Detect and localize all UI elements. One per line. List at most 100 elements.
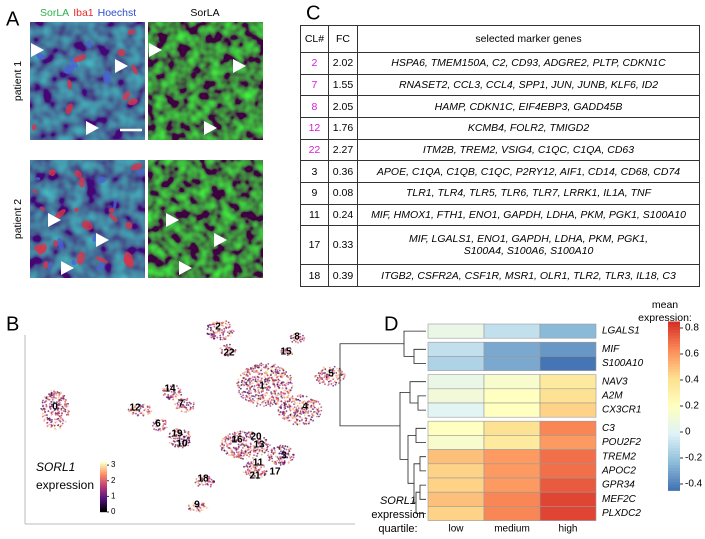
umap-cell [223, 329, 226, 332]
umap-cell [181, 442, 184, 445]
umap-cell [243, 377, 246, 379]
umap-cell [176, 405, 179, 408]
fc-cell: 0.36 [327, 160, 359, 183]
cell [69, 57, 79, 69]
umap-cell [279, 464, 282, 466]
umap-cell [242, 383, 244, 386]
panel-label: B [6, 313, 19, 335]
umap-cell [61, 396, 64, 399]
colorbar-tick-label: 0.4 [685, 375, 699, 386]
cell [100, 261, 105, 270]
umap-cell [257, 468, 260, 471]
umap-cell [212, 322, 215, 325]
umap-cell [224, 320, 226, 323]
umap-cell [55, 420, 58, 423]
umap-cell [175, 393, 178, 396]
genes-cell: HSPA6, TMEM150A, C2, CD93, ADGRE2, PLTP,… [357, 52, 700, 75]
umap-cell [255, 444, 258, 447]
umap-cell [260, 364, 263, 367]
umap-cell [221, 338, 224, 341]
umap-cell [44, 400, 47, 403]
umap-cell [224, 326, 227, 329]
umap-cell [220, 322, 223, 324]
umap-cell [269, 454, 272, 457]
umap-cell [206, 332, 209, 335]
umap-cell [55, 405, 58, 408]
umap-cell [316, 415, 318, 418]
umap-cell [255, 395, 258, 398]
umap-cell [242, 436, 244, 439]
cluster-label: 3 [281, 451, 287, 462]
umap-cell [279, 411, 282, 414]
umap-cell [337, 373, 340, 376]
umap-cell [248, 385, 251, 388]
umap-cell [289, 379, 292, 381]
umap-cell [307, 410, 310, 413]
umap-cell [260, 394, 263, 397]
umap-cell [239, 393, 242, 396]
cell [108, 208, 115, 213]
umap-cell [67, 413, 69, 415]
colorbar-step [668, 473, 680, 477]
umap-cell [321, 381, 324, 384]
umap-cell [61, 418, 64, 421]
umap-cell [293, 400, 296, 402]
genes-cell: KCMB4, FOLR2, TMIGD2 [357, 116, 700, 140]
umap-cell [239, 387, 242, 390]
umap-cell [334, 383, 337, 386]
umap-cell [251, 398, 254, 400]
umap-cell [260, 466, 263, 469]
arrowhead [149, 43, 162, 57]
umap-cell [51, 396, 53, 399]
umap-cell [192, 403, 195, 406]
umap-cell [195, 505, 198, 508]
umap-cell [176, 440, 178, 442]
umap-cell [266, 448, 268, 451]
umap-cell [208, 475, 211, 478]
umap-cell [242, 450, 245, 453]
umap-cell [281, 375, 284, 378]
umap-cell [192, 405, 194, 408]
umap-cell [255, 476, 258, 479]
umap-cell [270, 392, 273, 395]
umap-cell [261, 441, 263, 444]
umap-cell [282, 369, 285, 372]
umap-cell [227, 354, 229, 357]
umap-cell [55, 392, 58, 395]
umap-cell [271, 365, 274, 368]
umap-cell [197, 482, 200, 485]
umap-cell [152, 425, 155, 428]
umap-cell [305, 422, 308, 425]
umap-cell [242, 397, 244, 399]
umap-cell [240, 395, 243, 398]
umap-cell [51, 403, 54, 406]
umap-cell [181, 433, 184, 436]
umap-cell [272, 462, 275, 464]
umap-cell [270, 376, 273, 379]
colorbar-step [668, 321, 680, 325]
umap-cell [292, 338, 295, 341]
cluster-label: 12 [129, 403, 141, 414]
umap-cell [55, 394, 58, 397]
umap-cell [173, 443, 176, 446]
umap-cell [295, 418, 298, 421]
umap-cell [270, 391, 273, 394]
umap-cell [153, 428, 156, 430]
umap-cell [221, 350, 224, 353]
umap-cell [260, 389, 263, 392]
umap-cell [279, 375, 282, 378]
umap-cell [128, 410, 131, 413]
umap-cell [50, 414, 53, 417]
umap-cell [265, 366, 268, 369]
umap-cell [279, 374, 282, 376]
umap-cell [188, 439, 191, 442]
colorbar-step [668, 335, 680, 339]
umap-cell [278, 452, 281, 455]
gene-label: PLXDC2 [602, 508, 641, 519]
umap-cell [317, 374, 320, 377]
umap-cell [144, 408, 147, 410]
umap-cell [283, 393, 286, 395]
genes-cell: MIF, HMOX1, FTH1, ENO1, GAPDH, LDHA, PKM… [357, 203, 700, 227]
umap-cell [228, 433, 231, 435]
